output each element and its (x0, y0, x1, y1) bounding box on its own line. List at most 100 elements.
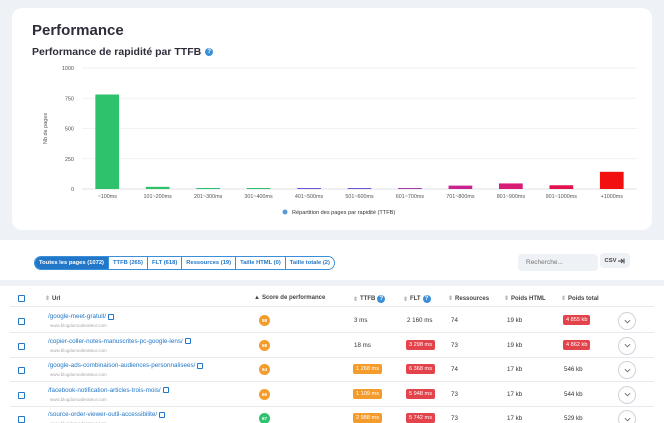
table-row: /source-order-viewer-outil-accessibilite… (10, 407, 654, 423)
flt-badge: 3 298 ms (406, 339, 436, 350)
resources-value: 74 (451, 366, 458, 373)
filter-tabs: Toutes les pages (1072) TTFB (265) FLT (61… (34, 256, 335, 270)
header-html-weight[interactable]: ⬍ Poids HTML (504, 295, 546, 303)
page-url: /source-order-viewer-outil-accessibilite… (48, 411, 158, 418)
bar (347, 188, 372, 189)
search-input[interactable] (518, 254, 598, 271)
x-tick-label: 801~900ms (497, 194, 526, 200)
header-url[interactable]: ⬍ Url (45, 295, 61, 303)
help-icon[interactable]: ? (422, 295, 431, 303)
y-tick-label: 750 (65, 96, 74, 102)
filters-bar: Toutes les pages (1072) TTFB (265) FLT (61… (0, 240, 664, 280)
page-title: Performance (32, 22, 124, 39)
bar (145, 186, 170, 189)
table-row: /copier-coller-notes-manuscrites-pc-goog… (10, 334, 654, 358)
select-all-checkbox[interactable] (18, 295, 25, 302)
chevron-down-icon (624, 343, 630, 348)
ttfb-badge: 1 268 ms (353, 364, 383, 374)
filter-tab[interactable]: Toutes les pages (1072) (35, 257, 109, 269)
expand-row-button[interactable] (618, 410, 636, 423)
expand-row-button[interactable] (618, 361, 636, 379)
x-tick-label: 901~1000ms (546, 194, 578, 200)
html-weight-value: 19 kb (507, 341, 523, 349)
chart-title-text: Performance de rapidité par TTFB (32, 46, 202, 58)
html-weight-value: 17 kb (507, 415, 523, 422)
y-tick-label: 1000 (62, 66, 74, 72)
y-tick-label: 0 (71, 187, 74, 193)
ttfb-badge: 2 988 ms (353, 413, 383, 423)
help-icon[interactable]: ? (377, 295, 386, 303)
filter-tab[interactable]: Taille HTML (0) (236, 257, 286, 269)
filter-tab[interactable]: Taille totale (2) (285, 257, 334, 269)
header-flt[interactable]: ⬍ FLT? (403, 295, 431, 303)
header-total-weight[interactable]: ⬍ Poids total (561, 295, 599, 303)
row-checkbox[interactable] (18, 367, 25, 374)
sort-icon: ⬍ (561, 296, 567, 302)
total-weight-badge: 4 855 kb (563, 315, 591, 325)
expand-row-button[interactable] (618, 385, 636, 404)
bar (297, 188, 321, 189)
score-badge: 66 (259, 388, 270, 400)
filter-tab[interactable]: TTFB (265) (108, 257, 148, 269)
row-checkbox[interactable] (18, 391, 25, 399)
performance-card: Performance Performance de rapidité par … (12, 8, 652, 230)
x-tick-label: 501~600ms (345, 194, 374, 200)
html-weight-value: 19 kb (507, 317, 523, 324)
table-row: /google-ads-combinaison-audiences-person… (10, 358, 654, 382)
y-tick-label: 250 (65, 157, 74, 163)
total-weight-badge: 4 862 kb (563, 339, 591, 350)
external-link-icon[interactable] (159, 411, 166, 418)
external-link-icon[interactable] (108, 313, 115, 320)
page-url-link[interactable]: /google-meet-gratuit/ (48, 313, 115, 320)
chevron-down-icon (624, 417, 630, 421)
score-badge: 67 (259, 413, 270, 423)
x-tick-label: 401~500ms (295, 194, 324, 200)
flt-badge: 5 948 ms (406, 388, 436, 399)
page-url: /google-ads-combinaison-audiences-person… (48, 362, 196, 369)
bar (549, 185, 574, 189)
bar (499, 183, 523, 189)
score-badge: 58 (259, 339, 270, 351)
score-badge: 64 (259, 364, 270, 375)
row-checkbox[interactable] (18, 342, 25, 350)
expand-row-button[interactable] (618, 336, 636, 355)
filter-tab[interactable]: FLT (618) (147, 257, 183, 269)
x-tick-label: 701~800ms (446, 194, 475, 200)
row-checkbox[interactable] (18, 416, 25, 423)
total-weight-value: 546 kb (564, 366, 583, 373)
chevron-down-icon (624, 319, 630, 323)
score-badge: 58 (259, 315, 270, 326)
total-weight-value: 544 kb (564, 390, 583, 398)
page-url-link[interactable]: /copier-coller-notes-manuscrites-pc-goog… (48, 338, 191, 345)
bar (95, 94, 120, 189)
page-url-link[interactable]: /source-order-viewer-outil-accessibilite… (48, 411, 166, 418)
page-url-link[interactable]: /facebook-notification-articles-trois-mo… (48, 387, 169, 394)
y-axis-label: Nb de pages (43, 113, 49, 144)
external-link-icon[interactable] (162, 387, 169, 393)
row-checkbox[interactable] (18, 318, 25, 325)
chevron-down-icon (624, 368, 630, 372)
page-site: www.blogdumoderateur.com (50, 396, 107, 402)
total-weight-value: 529 kb (564, 415, 583, 422)
x-tick-label: 601~700ms (396, 194, 425, 200)
legend-marker (282, 209, 288, 215)
header-resources[interactable]: ⬍ Ressources (448, 295, 490, 303)
help-icon[interactable]: ? (205, 48, 214, 56)
external-link-icon[interactable] (197, 362, 204, 369)
header-ttfb[interactable]: ⬍ TTFB? (353, 295, 386, 303)
html-weight-value: 17 kb (507, 366, 523, 373)
bar (448, 185, 473, 189)
filter-tab[interactable]: Ressources (19) (182, 257, 237, 269)
resources-value: 73 (451, 341, 458, 349)
page-site: www.blogdumoderateur.com (50, 421, 107, 423)
page-url-link[interactable]: /google-ads-combinaison-audiences-person… (48, 362, 204, 369)
header-score[interactable]: ▲ Score de performance (254, 295, 326, 301)
x-tick-label: ~100ms (98, 194, 118, 200)
flt-badge: 6 368 ms (406, 364, 436, 374)
sort-asc-icon: ▲ (254, 295, 260, 301)
expand-row-button[interactable] (618, 312, 636, 330)
sort-icon: ⬍ (403, 296, 409, 303)
csv-export-button[interactable]: CSV (600, 253, 630, 268)
external-link-icon[interactable] (184, 338, 191, 344)
x-tick-label: 301~400ms (244, 194, 273, 200)
